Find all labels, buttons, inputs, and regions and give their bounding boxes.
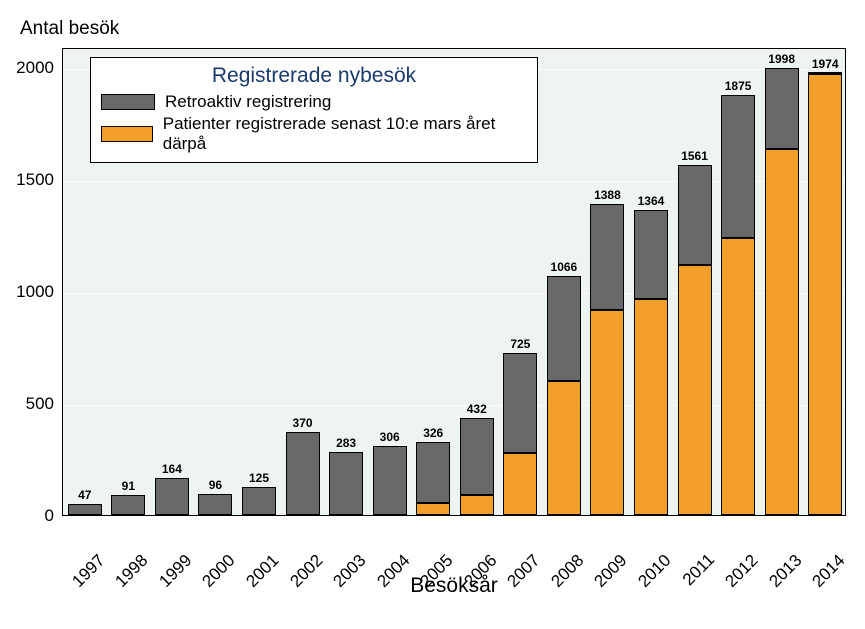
- bar-total-label: 326: [423, 426, 443, 440]
- bar-total-label: 91: [122, 479, 135, 493]
- legend-swatch: [101, 126, 153, 142]
- bar-gray: [155, 478, 189, 515]
- bar-total-label: 96: [209, 478, 222, 492]
- bar-total-label: 1388: [594, 188, 621, 202]
- bar-orange: [460, 495, 494, 515]
- bar-gray: [416, 442, 450, 503]
- bar-total-label: 306: [380, 430, 400, 444]
- bar-gray: [634, 210, 668, 299]
- bar-2002: 370: [286, 432, 320, 515]
- bar-total-label: 1066: [551, 260, 578, 274]
- bar-1998: 91: [111, 495, 145, 515]
- y-tick-label: 1000: [0, 282, 54, 302]
- bar-gray: [678, 165, 712, 265]
- y-axis-title: Antal besök: [20, 18, 119, 40]
- bar-2003: 283: [329, 452, 363, 515]
- bar-total-label: 1998: [768, 52, 795, 66]
- y-tick-label: 2000: [0, 58, 54, 78]
- legend-swatch: [101, 94, 155, 110]
- bar-total-label: 1875: [725, 79, 752, 93]
- legend-label: Patienter registrerade senast 10:e mars …: [163, 114, 527, 154]
- legend-label: Retroaktiv registrering: [165, 92, 331, 112]
- bar-total-label: 125: [249, 471, 269, 485]
- bar-orange: [721, 238, 755, 515]
- bar-2009: 1388: [590, 204, 624, 515]
- bar-gray: [198, 494, 232, 515]
- bar-gray: [503, 353, 537, 454]
- bar-orange: [765, 149, 799, 515]
- bar-total-label: 370: [293, 416, 313, 430]
- bar-total-label: 1974: [812, 57, 839, 71]
- bar-2007: 725: [503, 353, 537, 515]
- bar-1997: 47: [68, 504, 102, 515]
- bar-2012: 1875: [721, 95, 755, 515]
- bar-2005: 326: [416, 442, 450, 515]
- chart-stage: Antal besök 47 91 164 96 125 370 283 306 326 432 7…: [0, 0, 865, 629]
- bar-2014: 1974: [808, 73, 842, 515]
- bar-orange: [416, 503, 450, 515]
- bar-gray: [765, 68, 799, 149]
- legend-items: Retroaktiv registreringPatienter registr…: [101, 92, 527, 154]
- bar-gray: [460, 418, 494, 495]
- bar-gray: [590, 204, 624, 310]
- bar-2013: 1998: [765, 68, 799, 515]
- bar-gray: [242, 487, 276, 515]
- bar-orange: [590, 310, 624, 515]
- bar-total-label: 164: [162, 462, 182, 476]
- y-tick-label: 0: [0, 506, 54, 526]
- bar-total-label: 1364: [638, 194, 665, 208]
- bar-2008: 1066: [547, 276, 581, 515]
- bar-total-label: 432: [467, 402, 487, 416]
- bar-2006: 432: [460, 418, 494, 515]
- bar-total-label: 283: [336, 436, 356, 450]
- bar-2011: 1561: [678, 165, 712, 515]
- legend-item: Retroaktiv registrering: [101, 92, 527, 112]
- bar-2010: 1364: [634, 210, 668, 515]
- bar-gray: [547, 276, 581, 380]
- bar-total-label: 47: [78, 488, 91, 502]
- bar-orange: [547, 381, 581, 515]
- bar-gray: [808, 72, 842, 74]
- legend-title: Registrerade nybesök: [101, 64, 527, 88]
- y-tick-label: 1500: [0, 170, 54, 190]
- bar-gray: [68, 504, 102, 515]
- legend-box: Registrerade nybesök Retroaktiv registre…: [90, 57, 538, 163]
- bar-gray: [721, 95, 755, 238]
- bar-total-label: 725: [510, 337, 530, 351]
- bar-gray: [329, 452, 363, 515]
- bar-orange: [678, 265, 712, 515]
- bar-gray: [286, 432, 320, 515]
- x-tick-label: 2011: [704, 524, 744, 564]
- bar-total-label: 1561: [681, 149, 708, 163]
- bar-orange: [503, 453, 537, 515]
- bar-1999: 164: [155, 478, 189, 515]
- legend-item: Patienter registrerade senast 10:e mars …: [101, 114, 527, 154]
- x-tick-label: 2014: [835, 524, 865, 565]
- bar-gray: [111, 495, 145, 515]
- bar-2001: 125: [242, 487, 276, 515]
- bar-2000: 96: [198, 494, 232, 515]
- bar-orange: [634, 299, 668, 515]
- bar-orange: [808, 74, 842, 515]
- y-tick-label: 500: [0, 394, 54, 414]
- bar-2004: 306: [373, 446, 407, 515]
- bar-gray: [373, 446, 407, 515]
